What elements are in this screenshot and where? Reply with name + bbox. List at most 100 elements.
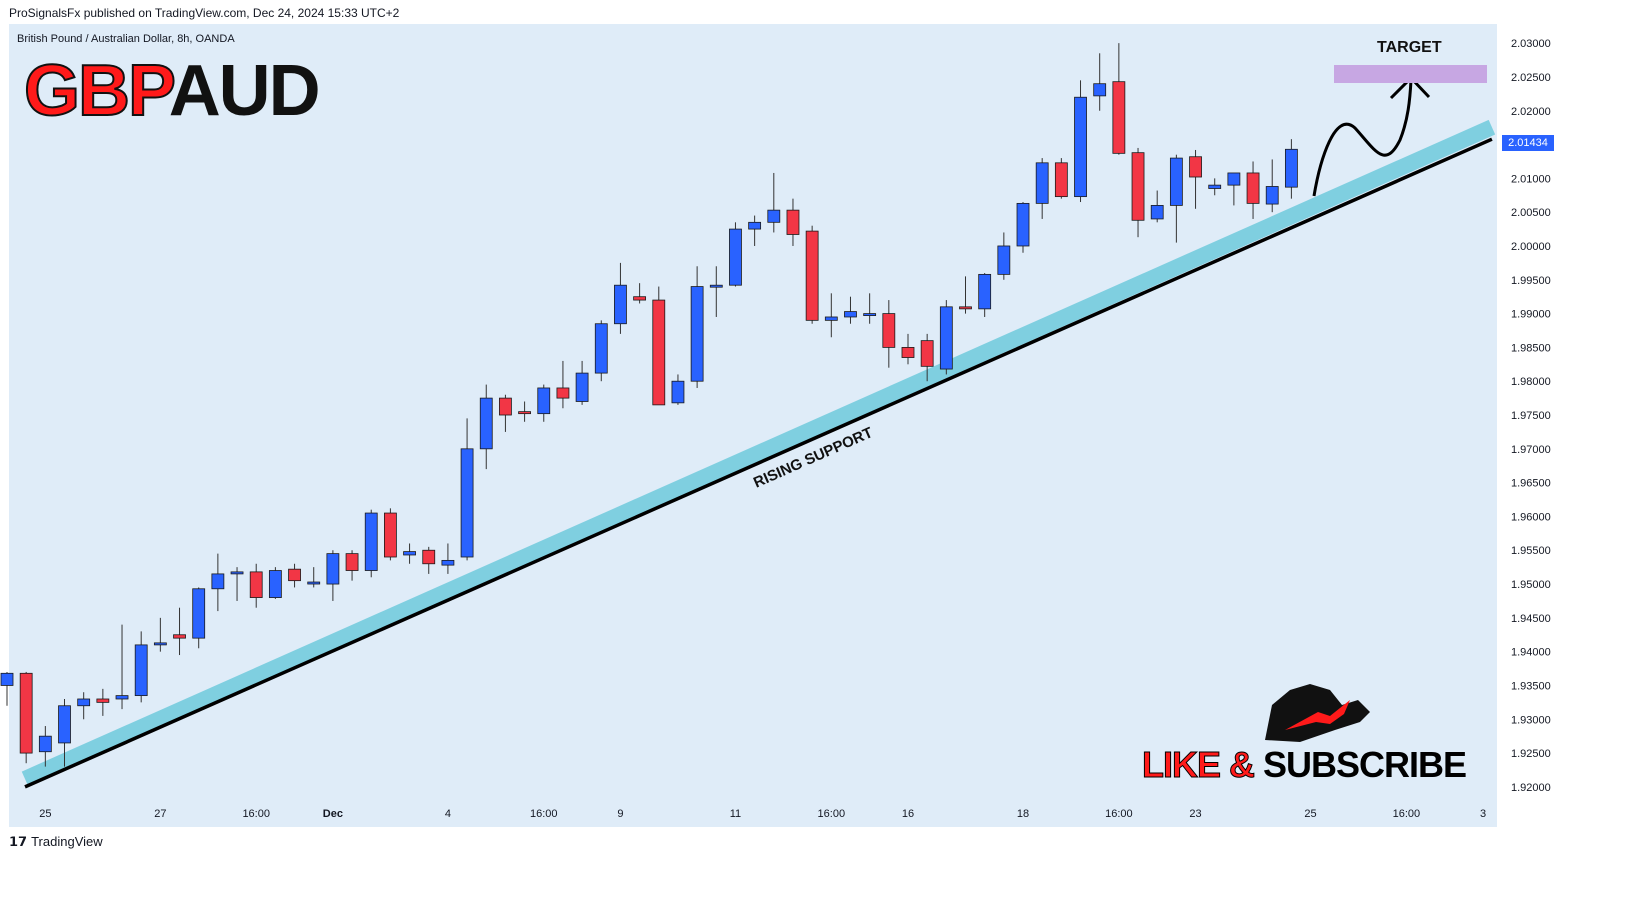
last-price-tag: 2.01434 xyxy=(1502,135,1554,151)
candle-body xyxy=(614,284,627,325)
time-tick-label: 23 xyxy=(1189,808,1201,820)
candle-body xyxy=(288,568,301,582)
price-tick-label: 1.93000 xyxy=(1511,714,1551,726)
candle-body xyxy=(767,209,781,223)
candle-body xyxy=(709,284,723,288)
candle-body xyxy=(1265,186,1279,205)
footer-brand-label: TradingView xyxy=(31,834,103,849)
candle-body xyxy=(959,306,972,310)
candle-body xyxy=(441,559,455,566)
price-tick-label: 1.94000 xyxy=(1511,647,1551,659)
candle-body xyxy=(729,228,742,286)
candle-body xyxy=(307,581,321,585)
support-band xyxy=(21,119,1496,787)
cta-subscribe: SUBSCRIBE xyxy=(1263,744,1467,785)
candle-body xyxy=(1150,205,1164,220)
candle-body xyxy=(115,695,129,700)
time-tick-label: 16:00 xyxy=(818,808,846,820)
candle-body xyxy=(939,306,953,370)
price-tick-label: 1.96000 xyxy=(1511,511,1551,523)
price-tick-label: 1.92000 xyxy=(1511,782,1551,794)
candle-body xyxy=(671,380,685,404)
candle-body xyxy=(383,512,397,558)
price-tick-label: 2.02000 xyxy=(1511,106,1551,118)
candle-body xyxy=(594,323,608,374)
candle-body xyxy=(844,311,857,318)
footer-brand[interactable]: 𝟭𝟳 TradingView xyxy=(9,834,103,850)
time-tick-label: 16:00 xyxy=(242,808,270,820)
price-tick-label: 2.00500 xyxy=(1511,207,1551,219)
candle-body xyxy=(403,551,416,556)
time-tick-label: 18 xyxy=(1017,808,1029,820)
candle-body xyxy=(1227,172,1241,186)
like-subscribe-banner: LIKE & SUBSCRIBE xyxy=(1141,744,1467,786)
price-tick-label: 1.97500 xyxy=(1511,410,1551,422)
candle-body xyxy=(901,347,915,358)
candle-body xyxy=(633,296,647,301)
candle-body xyxy=(345,553,359,571)
candle-body xyxy=(805,230,819,321)
time-tick-label: 25 xyxy=(39,808,51,820)
target-label: TARGET xyxy=(1377,39,1442,56)
candle-body xyxy=(518,411,531,415)
candle-body xyxy=(96,698,110,703)
candle-body xyxy=(1131,152,1145,221)
price-tick-label: 1.97000 xyxy=(1511,444,1551,456)
candle-body xyxy=(268,570,282,598)
time-tick-label: 25 xyxy=(1304,808,1316,820)
candle-body xyxy=(211,573,225,590)
price-tick-label: 1.98500 xyxy=(1511,342,1551,354)
candle-body xyxy=(38,735,52,753)
candle-body xyxy=(1208,184,1222,189)
price-tick-label: 1.95500 xyxy=(1511,545,1551,557)
candle-body xyxy=(422,549,436,565)
candle-body xyxy=(364,512,378,571)
candle-body xyxy=(1169,157,1183,206)
candle-body xyxy=(748,221,762,230)
price-axis[interactable] xyxy=(1497,24,1563,806)
time-axis[interactable] xyxy=(9,806,1497,827)
candle-body xyxy=(1016,202,1030,247)
support-line xyxy=(24,137,1493,789)
price-tick-label: 1.93500 xyxy=(1511,680,1551,692)
candle-body xyxy=(1246,172,1260,204)
tradingview-logo-icon: 𝟭𝟳 xyxy=(9,834,28,849)
candle-body xyxy=(690,286,704,382)
price-tick-label: 1.99000 xyxy=(1511,309,1551,321)
published-line: ProSignalsFx published on TradingView.co… xyxy=(9,6,400,20)
candle-body xyxy=(1112,81,1126,154)
cta-like: LIKE & xyxy=(1141,744,1264,786)
candle-body xyxy=(1054,162,1068,198)
time-tick-label: Dec xyxy=(323,808,343,820)
price-tick-label: 2.00000 xyxy=(1511,241,1551,253)
time-tick-label: 9 xyxy=(617,808,623,820)
candle-body xyxy=(499,397,512,416)
candle-body xyxy=(556,387,570,399)
price-tick-label: 2.01000 xyxy=(1511,173,1551,185)
candle-body xyxy=(58,705,71,744)
price-tick-label: 1.94500 xyxy=(1511,613,1551,625)
symbol-title: British Pound / Australian Dollar, 8h, O… xyxy=(17,33,235,45)
price-tick-label: 1.95000 xyxy=(1511,579,1551,591)
candle-body xyxy=(786,209,800,235)
candle-body xyxy=(460,448,474,558)
candle-body xyxy=(249,571,263,598)
candle-body xyxy=(134,644,148,697)
candle-body xyxy=(997,245,1011,275)
candle-body xyxy=(0,672,14,686)
candle-body xyxy=(326,553,340,585)
time-tick-label: 16:00 xyxy=(1393,808,1421,820)
time-tick-label: 16:00 xyxy=(530,808,558,820)
candle-body xyxy=(1189,156,1202,178)
candle-body xyxy=(537,387,551,415)
time-tick-label: 11 xyxy=(730,808,741,820)
candle-body xyxy=(479,397,493,450)
time-tick-label: 27 xyxy=(154,808,166,820)
emblem-arrow-icon xyxy=(1285,700,1350,730)
projection-arrow xyxy=(1312,79,1413,197)
candle-body xyxy=(1284,148,1298,188)
price-tick-label: 1.92500 xyxy=(1511,748,1551,760)
time-tick-label: 4 xyxy=(445,808,451,820)
candle-body xyxy=(652,299,666,406)
